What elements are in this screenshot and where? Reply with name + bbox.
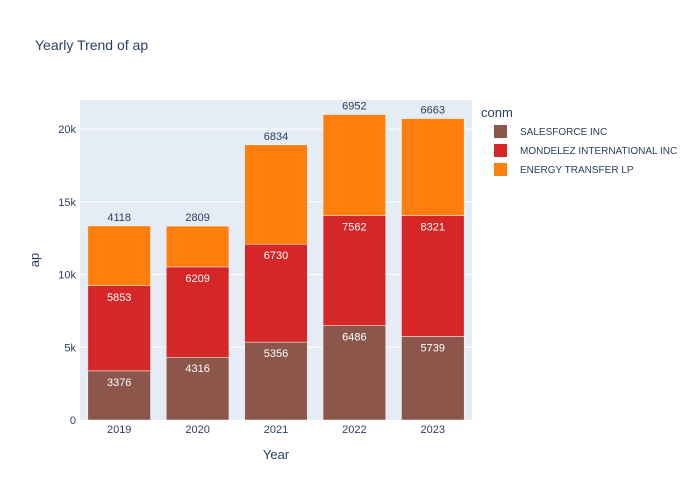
legend-swatch — [494, 125, 507, 138]
bar-segment — [165, 266, 230, 358]
bar-segment — [87, 285, 151, 372]
bar-value-label: 5356 — [264, 348, 288, 360]
x-tick-label: 2021 — [264, 424, 288, 436]
x-tick-label: 2019 — [107, 424, 131, 436]
legend: conm SALESFORCE INC MONDELEZ INTERNATIONA… — [481, 105, 677, 176]
bar-value-label: 3376 — [107, 377, 131, 389]
bar-segment — [401, 336, 465, 421]
bar-value-label: 6209 — [185, 273, 209, 285]
bar-value-label: 6730 — [264, 250, 288, 262]
bar-value-label: 6952 — [342, 101, 366, 113]
x-tick-label: 2023 — [421, 424, 445, 436]
x-tick-label: 2022 — [342, 424, 366, 436]
legend-swatch — [494, 144, 507, 157]
bar-labels: 3376 5853 4118 4316 6209 2809 5356 6730 6834 6486… — [107, 101, 445, 389]
bar-value-label: 8321 — [421, 221, 445, 233]
bar-segment — [165, 356, 230, 421]
y-tick-label: 20k — [58, 124, 76, 136]
bar-segment — [244, 144, 308, 245]
bar-value-label: 5739 — [421, 343, 445, 355]
bar-segment — [87, 370, 151, 421]
chart-title: Yearly Trend of ap — [35, 37, 148, 53]
bar-segment — [401, 118, 465, 216]
bars — [87, 114, 465, 421]
bar-value-label: 6663 — [421, 105, 445, 117]
bar-value-label: 2809 — [185, 212, 209, 224]
legend-title: conm — [481, 105, 513, 120]
legend-item-label: SALESFORCE INC — [520, 127, 607, 138]
bar-segment — [87, 225, 151, 287]
bar-segment — [244, 341, 308, 421]
x-axis-ticks: 2019 2020 2021 2022 2023 — [107, 424, 445, 436]
bar-value-label: 4118 — [107, 212, 131, 224]
bar-value-label: 6834 — [264, 131, 288, 143]
legend-item-label: ENERGY TRANSFER LP — [520, 165, 634, 176]
legend-item-label: MONDELEZ INTERNATIONAL INC — [520, 146, 677, 157]
bar-value-label: 5853 — [107, 292, 131, 304]
bar-value-label: 6486 — [342, 332, 366, 344]
bar-value-label: 7562 — [342, 222, 366, 234]
bar-value-label: 4316 — [185, 363, 209, 375]
x-tick-label: 2020 — [185, 424, 209, 436]
y-tick-label: 15k — [58, 197, 76, 209]
bar-segment — [322, 215, 387, 326]
bar-segment — [401, 215, 465, 337]
bar-segment — [322, 325, 387, 421]
y-tick-label: 0 — [70, 415, 76, 427]
y-axis-title: ap — [27, 253, 42, 267]
bar-segment — [244, 243, 308, 343]
x-axis-title: Year — [263, 447, 290, 462]
y-tick-label: 5k — [64, 342, 76, 354]
bar-segment — [322, 114, 387, 216]
y-axis-ticks: 0 5k 10k 15k 20k — [58, 124, 76, 427]
legend-swatch — [494, 163, 507, 176]
y-tick-label: 10k — [58, 270, 76, 282]
bar-segment — [165, 225, 230, 268]
